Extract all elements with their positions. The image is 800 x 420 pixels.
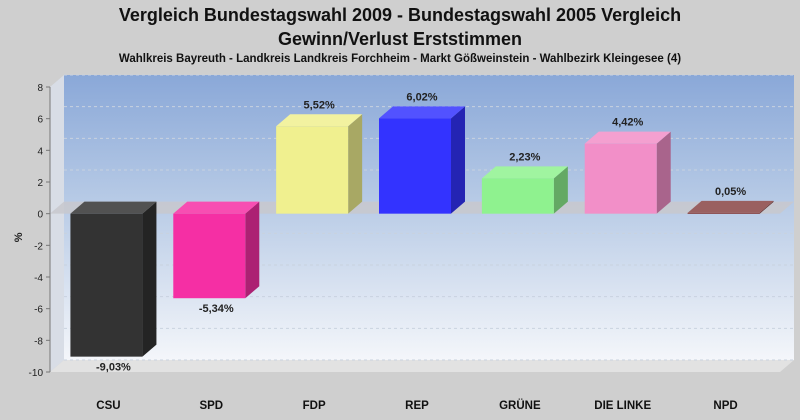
bar-6 [687, 212, 760, 214]
bar-6-top [687, 200, 774, 213]
y-tick-label: 8 [37, 83, 43, 94]
bar-0-value-label: -9,03% [96, 362, 131, 374]
category-label-2: FDP [303, 400, 326, 412]
bar-1-value-label: -5,34% [199, 303, 234, 315]
bar-3-side [451, 106, 465, 214]
bar-1 [173, 213, 246, 299]
y-tick-label: -6 [34, 305, 43, 316]
bar-1-top [173, 201, 260, 214]
y-tick-label: -8 [34, 336, 43, 347]
bar-5 [584, 143, 657, 214]
y-tick-label: 0 [37, 210, 43, 221]
bar-6-value-label: 0,05% [715, 186, 746, 198]
bar-1-side [245, 201, 260, 299]
bar-2-side [348, 114, 363, 214]
y-tick-label: 6 [37, 115, 43, 126]
bar-4 [481, 178, 554, 214]
chart-title: Vergleich Bundestagswahl 2009 - Bundesta… [118, 5, 682, 25]
y-tick-label: 4 [37, 146, 43, 157]
bar-4-value-label: 2,23% [509, 151, 540, 163]
bar-3-top [379, 106, 465, 119]
y-tick-label: 2 [37, 178, 43, 189]
category-label-1: SPD [199, 400, 223, 412]
bar-4-side [553, 166, 568, 214]
bar-2-value-label: 5,52% [304, 99, 335, 111]
y-tick-label: -10 [29, 368, 44, 379]
y-tick-label: -4 [34, 273, 43, 284]
bar-4-top [481, 166, 568, 179]
bar-0-top [70, 201, 157, 214]
bar-6-side [759, 200, 774, 214]
bar-5-side [656, 131, 671, 214]
chart-subtitle: Wahlkreis Bayreuth - Landkreis Landkreis… [118, 53, 682, 65]
category-label-5: DIE LINKE [594, 400, 651, 412]
bar-2-top [276, 114, 363, 127]
bar-3 [379, 118, 451, 214]
bar-0 [70, 213, 143, 357]
category-label-3: REP [405, 400, 429, 412]
plot-floor [50, 360, 794, 372]
bar-3-value-label: 6,02% [406, 91, 437, 103]
y-tick-label: -2 [34, 241, 43, 252]
y-axis-title: % [13, 232, 25, 242]
bar-5-top [584, 131, 671, 144]
bar-0-side [142, 201, 157, 357]
chart-title-line2: Gewinn/Verlust Erststimmen [277, 29, 523, 49]
plot-side-wall [50, 75, 64, 372]
category-label-6: NPD [713, 400, 737, 412]
bar-2 [276, 126, 349, 214]
category-label-4: GRÜNE [499, 399, 541, 412]
category-label-0: CSU [96, 400, 120, 412]
bar-5-value-label: 4,42% [612, 117, 643, 129]
